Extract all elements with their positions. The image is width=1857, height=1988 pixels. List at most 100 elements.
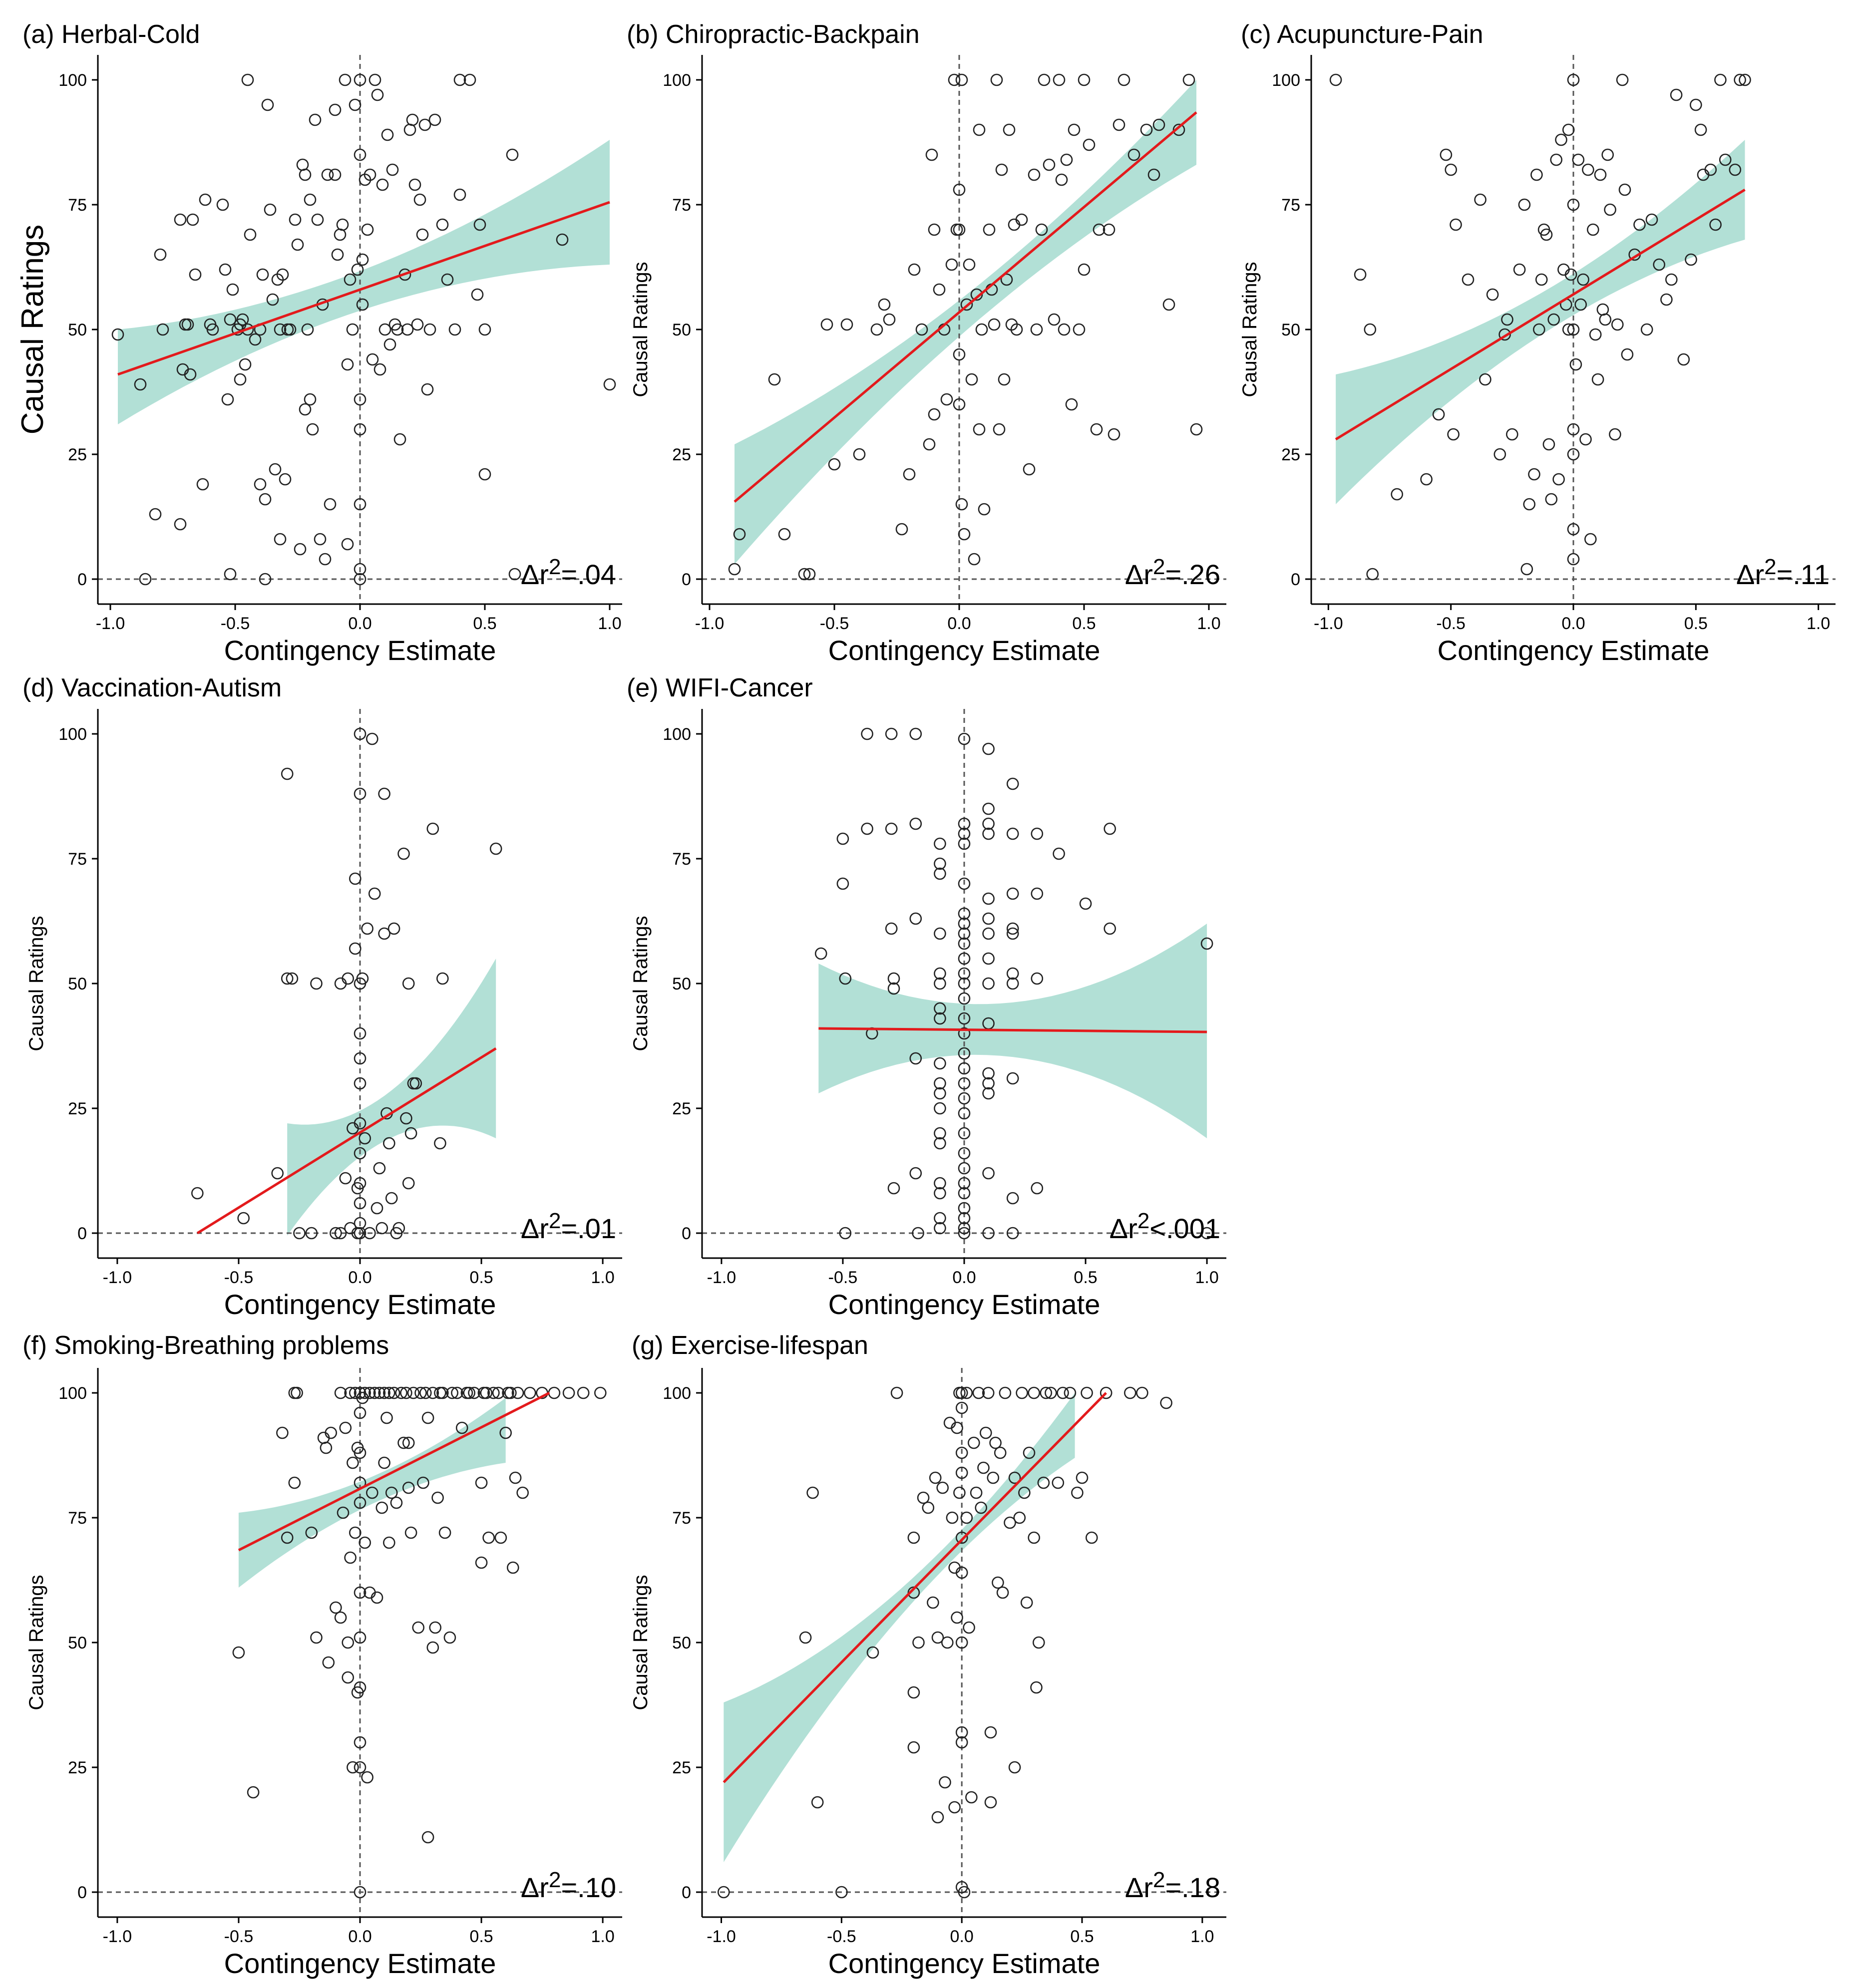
y-tick-label: 50 (68, 321, 87, 339)
y-tick-label: 0 (77, 570, 87, 589)
data-point (996, 1586, 1009, 1599)
data-point (909, 912, 922, 925)
data-point (934, 1137, 946, 1150)
y-tick-label: 100 (58, 1384, 87, 1403)
data-point (1004, 1516, 1016, 1529)
data-point (299, 168, 312, 181)
data-point (995, 163, 1008, 176)
data-point (1653, 258, 1665, 271)
data-point (931, 1811, 944, 1824)
data-point (261, 98, 274, 111)
delta-r2-prefix: Δr (1736, 559, 1764, 590)
data-point (428, 113, 441, 126)
data-point (1035, 223, 1048, 236)
data-point (403, 123, 416, 136)
data-point (356, 972, 369, 985)
data-point (980, 1426, 992, 1439)
data-point (934, 1212, 946, 1225)
data-point (354, 1077, 367, 1090)
panel-6: (f) Smoking-Breathing problems -1.0 -0.5 0.… (22, 1331, 622, 1979)
data-point (1354, 268, 1367, 281)
panel-4: (d) Vaccination-Autism -1.0 -0.5 0.0 0.5 1.0 0… (22, 673, 622, 1320)
data-point (951, 1421, 963, 1434)
data-point (982, 1167, 995, 1180)
delta-r2-annotation: Δr2=.26 (1125, 555, 1220, 590)
y-tick-label: 75 (672, 850, 691, 869)
data-point (184, 368, 197, 381)
data-point (934, 927, 946, 940)
data-point (955, 1446, 968, 1459)
data-point (1550, 153, 1562, 166)
data-point (955, 1386, 968, 1399)
data-point (965, 1791, 978, 1804)
y-tick-label: 25 (672, 1099, 691, 1118)
data-point (247, 1786, 260, 1799)
data-point (337, 1506, 350, 1519)
data-point (199, 193, 212, 206)
data-point (234, 373, 247, 386)
y-axis-label: Causal Ratings (630, 916, 652, 1051)
data-point (426, 822, 439, 835)
data-point (478, 323, 491, 336)
data-point (982, 952, 995, 965)
data-point (366, 353, 379, 366)
data-point (281, 1531, 294, 1544)
data-point (1093, 223, 1106, 236)
data-point (958, 1162, 971, 1175)
data-point (990, 73, 1003, 86)
data-point (448, 323, 461, 336)
data-point (983, 223, 996, 236)
data-point (266, 293, 279, 306)
data-point (1704, 163, 1717, 176)
data-point (922, 1501, 935, 1514)
data-point (1016, 1386, 1028, 1399)
data-point (958, 927, 971, 940)
data-point (336, 218, 349, 231)
data-point (331, 248, 344, 261)
data-point (1420, 473, 1433, 486)
data-point (339, 1172, 352, 1185)
data-point (1552, 473, 1565, 486)
data-point (908, 263, 921, 276)
data-point (1006, 887, 1019, 900)
data-point (349, 872, 362, 885)
data-point (354, 727, 367, 740)
data-point (291, 1386, 303, 1399)
y-axis-label: Causal Ratings (630, 262, 652, 397)
data-point (982, 742, 995, 755)
data-point (397, 1436, 410, 1449)
data-point (1045, 1386, 1057, 1399)
data-point (471, 288, 484, 301)
data-point (1073, 323, 1086, 336)
data-point (1058, 323, 1071, 336)
data-point (928, 408, 941, 421)
data-point (1031, 972, 1044, 985)
data-point (191, 1187, 204, 1200)
data-point (958, 1047, 971, 1060)
data-point (322, 1656, 335, 1669)
data-point (421, 1411, 434, 1424)
x-tick-label: 0.0 (947, 614, 971, 633)
data-point (955, 1466, 968, 1479)
data-point (492, 1386, 505, 1399)
data-point (934, 967, 946, 980)
data-point (1008, 1471, 1021, 1484)
data-point (385, 1192, 398, 1205)
data-point (373, 1162, 386, 1175)
data-point (509, 1471, 522, 1484)
data-point (1540, 228, 1553, 241)
y-tick-label: 25 (1281, 445, 1300, 464)
data-point (304, 193, 317, 206)
data-point (934, 1127, 946, 1140)
data-point (960, 298, 973, 311)
panel-title: (f) Smoking-Breathing problems (22, 1331, 389, 1360)
data-point (1008, 218, 1021, 231)
data-point (344, 1386, 357, 1399)
data-point (504, 1386, 517, 1399)
data-point (387, 922, 400, 935)
data-point (306, 423, 319, 436)
data-point (1147, 168, 1160, 181)
data-point (982, 1077, 995, 1090)
x-tick-label: 1.0 (1190, 1927, 1214, 1946)
data-point (958, 1886, 971, 1899)
